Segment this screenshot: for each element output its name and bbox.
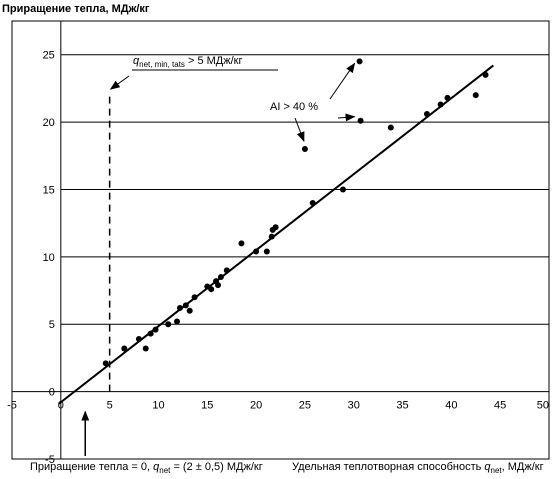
data-point-11 <box>191 294 198 301</box>
data-point-8 <box>176 305 183 312</box>
x-tick-50: 50 <box>537 400 549 412</box>
data-point-29 <box>444 94 451 101</box>
x-tick-35: 35 <box>396 400 408 412</box>
data-point-18 <box>238 240 245 247</box>
bottom-right-note: Удельная теплотворная способность qnet, … <box>292 461 544 476</box>
axes <box>12 21 549 459</box>
x-tick-10: 10 <box>152 400 164 412</box>
x-tick-30: 30 <box>348 400 360 412</box>
data-point-26 <box>387 124 394 131</box>
data-point-23 <box>272 224 279 231</box>
y-tick-5: 5 <box>49 319 55 331</box>
data-point-4 <box>147 330 154 337</box>
data-point-10 <box>186 307 193 314</box>
regression-line-segment <box>58 64 494 405</box>
y-tick-0: 0 <box>49 387 55 399</box>
x-tick-5: 5 <box>107 400 113 412</box>
ai-label: AI > 40 % <box>270 101 318 113</box>
data-point-20 <box>263 248 270 255</box>
data-point-3 <box>142 345 149 352</box>
gridlines <box>60 54 549 325</box>
data-point-16 <box>217 274 224 281</box>
data-point-34 <box>357 117 364 124</box>
annotations <box>81 62 356 456</box>
data-point-30 <box>472 92 479 99</box>
x-tick-45: 45 <box>494 400 506 412</box>
regression-line <box>58 64 494 405</box>
data-point-32 <box>301 146 308 153</box>
threshold-line <box>108 75 130 392</box>
y-axis-label: Приращение тепла, МДж/кг <box>2 3 150 15</box>
y-tick--5: -5 <box>45 454 55 466</box>
data-point-5 <box>152 326 159 333</box>
data-point-15 <box>215 282 222 289</box>
threshold-label: qnet, min, tats > 5 МДж/кг <box>133 55 242 69</box>
data-point-33 <box>356 58 363 65</box>
x-tick-25: 25 <box>299 400 311 412</box>
ai-arrow-2 <box>294 117 305 142</box>
data-point-1 <box>121 345 128 352</box>
ai-arrow-1 <box>337 113 356 122</box>
ai-arrow-0 <box>329 62 356 100</box>
x-tick-40: 40 <box>445 400 457 412</box>
x-tick-15: 15 <box>201 400 213 412</box>
y-tick-25: 25 <box>43 50 55 62</box>
y-tick-10: 10 <box>43 252 55 264</box>
data-point-7 <box>174 318 181 325</box>
data-point-27 <box>423 110 430 117</box>
data-point-28 <box>437 101 444 108</box>
bottom-left-note: Приращение тепла = 0, qnet = (2 ± 0,5) М… <box>30 461 263 476</box>
data-point-31 <box>482 71 489 78</box>
threshold-arrow <box>109 75 130 90</box>
data-point-25 <box>339 186 346 193</box>
y-tick-labels: -5 0 5 10 15 20 25 <box>43 50 55 466</box>
x-tick-0: 0 <box>58 400 64 412</box>
data-point-21 <box>268 233 275 240</box>
data-point-24 <box>309 199 316 206</box>
data-point-19 <box>253 248 260 255</box>
y-tick-15: 15 <box>43 184 55 196</box>
threshold-label-tail: > 5 МДж/кг <box>185 55 243 67</box>
data-point-6 <box>165 321 172 328</box>
y-tick-20: 20 <box>43 117 55 129</box>
plot-frame <box>11 20 550 460</box>
threshold-label-subscript: net, min, tats <box>139 60 185 69</box>
x-tick-labels: -5 0 5 10 15 20 25 30 35 40 45 50 <box>7 400 549 412</box>
threshold-label-q: q <box>133 55 140 67</box>
x-tick-20: 20 <box>250 400 262 412</box>
data-point-17 <box>223 267 230 274</box>
data-points <box>102 58 489 367</box>
x-tick--5: -5 <box>7 400 17 412</box>
data-point-2 <box>135 336 142 343</box>
data-point-0 <box>102 360 109 367</box>
data-point-13 <box>208 286 215 293</box>
data-point-9 <box>182 302 189 309</box>
